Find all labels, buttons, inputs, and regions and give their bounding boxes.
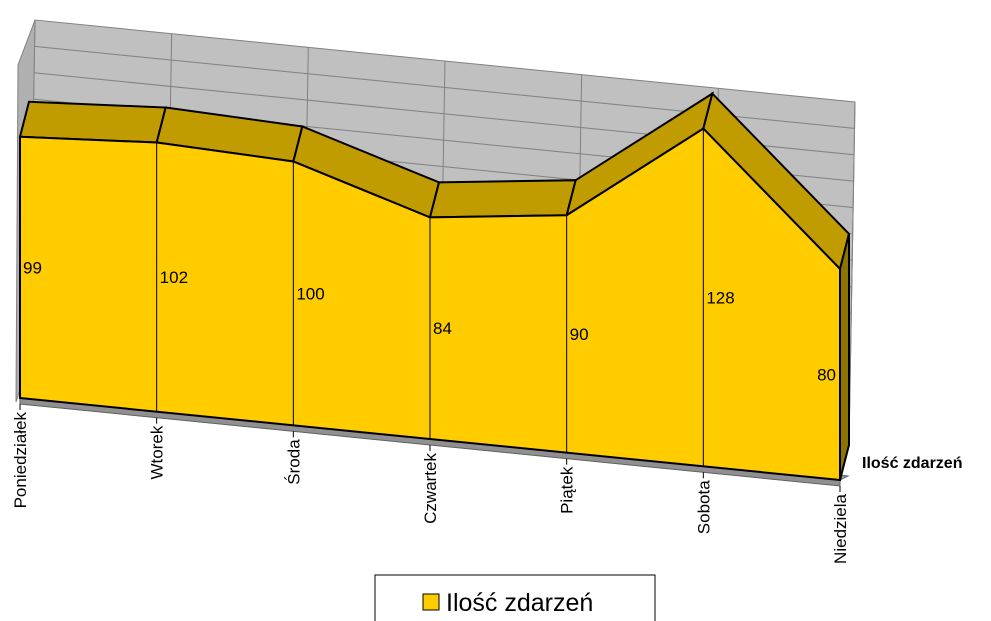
data-label: 102 <box>160 268 188 287</box>
data-label: 128 <box>706 288 734 307</box>
area-top <box>428 179 577 219</box>
data-label: 90 <box>570 325 589 344</box>
data-label: 100 <box>296 284 324 303</box>
x-tick-label: Niedziela <box>831 493 850 563</box>
x-tick-label: Wtorek <box>148 425 167 479</box>
area-side <box>839 233 850 481</box>
data-label: 80 <box>817 365 836 384</box>
data-label: 84 <box>433 319 452 338</box>
x-tick-label: Czwartek <box>421 453 440 524</box>
legend-box <box>374 574 656 621</box>
x-tick-label: Poniedziałek <box>11 412 30 509</box>
data-label: 99 <box>23 258 42 277</box>
x-tick-label: Piątek <box>558 466 577 514</box>
x-tick-label: Środa <box>284 439 303 485</box>
area-top <box>18 100 167 144</box>
legend-swatch <box>422 593 440 611</box>
legend-label: Ilość zdarzeń <box>446 589 593 617</box>
depth-axis-label: Ilość zdarzeń <box>862 455 962 472</box>
x-tick-label: Sobota <box>694 480 713 534</box>
plot: 99 Poniedziałek 102 Wtorek 100 Środa 84 Czwarte… <box>11 91 851 564</box>
